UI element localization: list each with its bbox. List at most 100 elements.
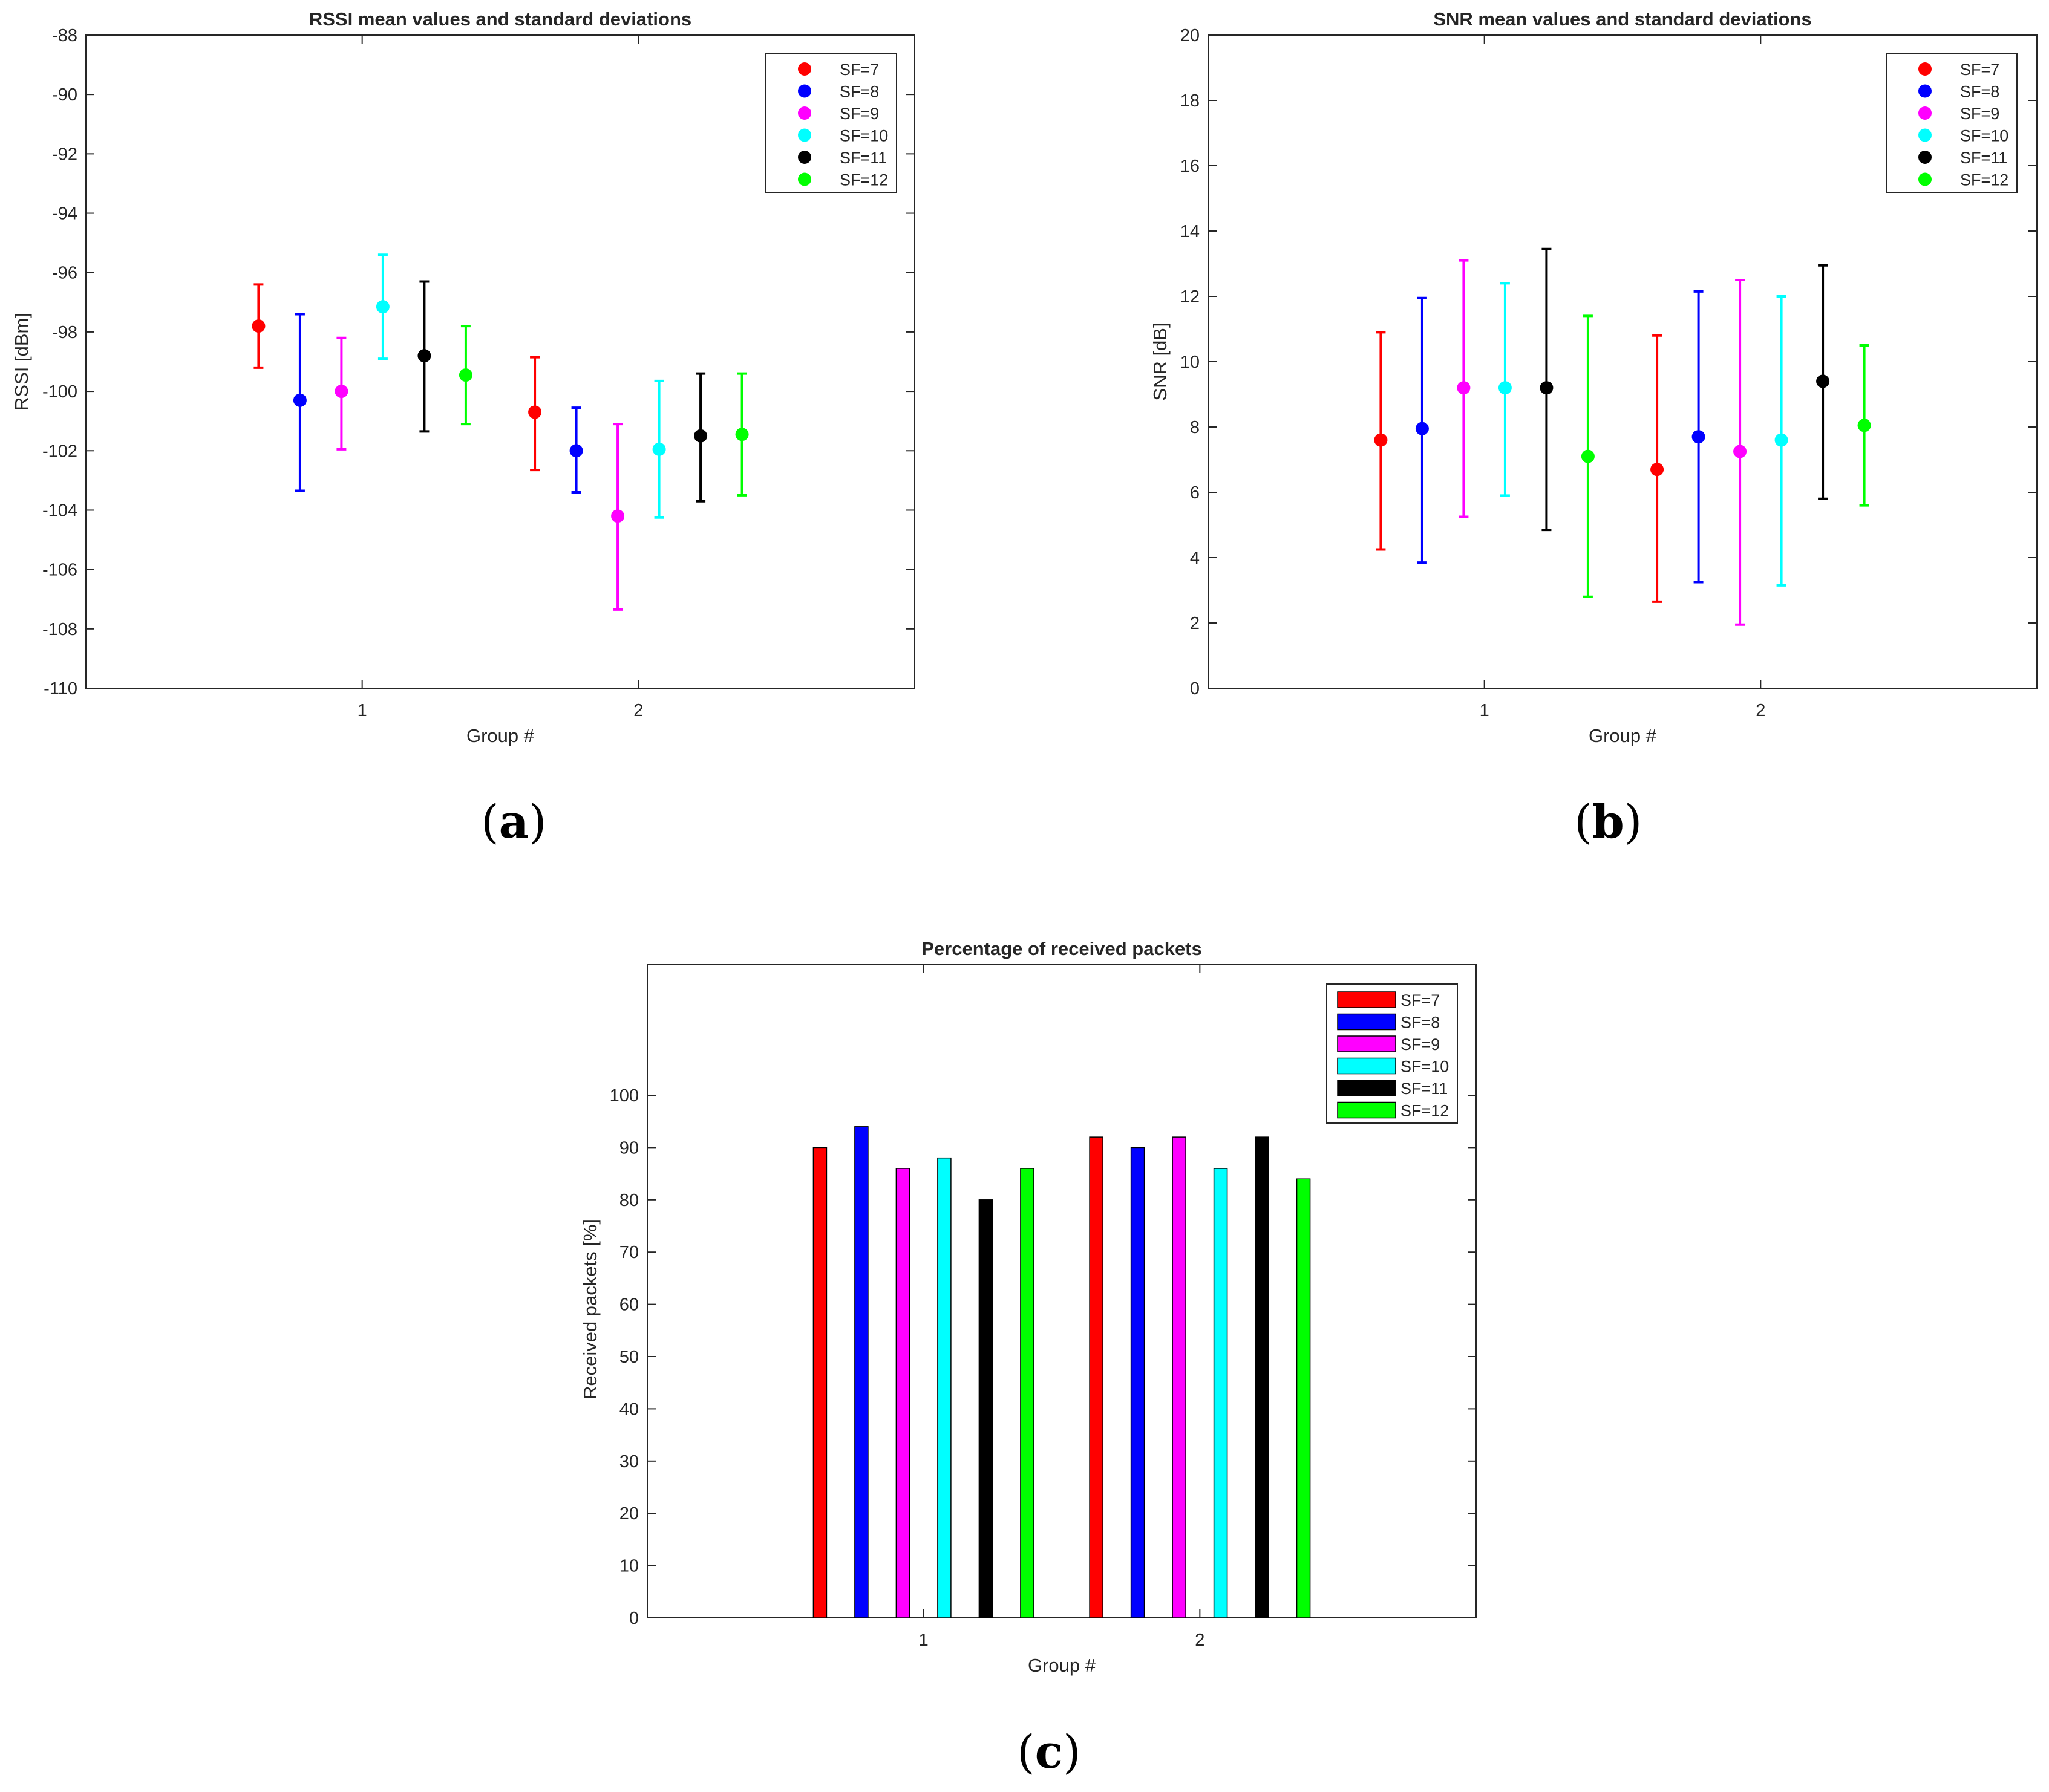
bar: [1213, 1168, 1228, 1618]
legend-label: SF=11: [1400, 1080, 1448, 1098]
y-tick-label: 20: [1180, 26, 1200, 45]
mean-point: [694, 429, 708, 443]
mean-point: [459, 368, 472, 382]
rssi-y-axis-label: RSSI [dBm]: [11, 313, 32, 411]
legend-marker: [1918, 128, 1932, 142]
y-tick-label: -100: [42, 382, 77, 402]
y-tick-label: -88: [52, 26, 77, 45]
mean-point: [1733, 445, 1747, 458]
bar: [895, 1168, 910, 1618]
mean-point: [1650, 463, 1664, 477]
y-tick-label: 90: [619, 1138, 639, 1158]
mean-point: [735, 428, 749, 441]
rssi-x-axis-label: Group #: [466, 725, 535, 746]
y-tick-label: -104: [42, 501, 77, 520]
snr-legend: SF=7 SF=8 SF=9 SF=10 SF=11 SF=12: [1886, 53, 2018, 193]
legend-label: SF=11: [840, 149, 887, 167]
legend-marker: [798, 106, 811, 120]
legend-marker: [798, 172, 811, 186]
x-tick-label: 1: [919, 1631, 929, 1650]
snr-chart-panel: SNR mean values and standard deviations …: [1149, 8, 2038, 849]
y-tick-label: 0: [629, 1609, 639, 1628]
legend-label: SF=10: [1960, 127, 2008, 145]
bar: [1296, 1178, 1311, 1618]
mean-point: [1581, 449, 1595, 463]
rssi-legend: SF=7 SF=8 SF=9 SF=10 SF=11 SF=12: [765, 53, 897, 193]
y-tick-label: 20: [619, 1504, 639, 1523]
packets-legend: SF=7 SF=8 SF=9 SF=10 SF=11 SF=12: [1326, 983, 1458, 1124]
legend-marker: [1918, 84, 1932, 98]
rssi-error-bars: [252, 253, 749, 611]
bar: [854, 1126, 869, 1618]
y-tick-label: 2: [1190, 614, 1200, 633]
x-tick-label: 1: [358, 701, 367, 720]
y-tick-label: 6: [1190, 483, 1200, 503]
y-tick-label: 80: [619, 1191, 639, 1210]
y-tick-label: -106: [42, 561, 77, 580]
snr-y-axis-label: SNR [dB]: [1149, 322, 1171, 400]
legend-label: SF=12: [840, 171, 888, 189]
legend-label: SF=7: [1960, 60, 1999, 79]
legend-swatch: [1337, 1035, 1396, 1052]
mean-point: [1415, 422, 1429, 435]
legend-label: SF=9: [840, 105, 879, 123]
y-tick-label: 60: [619, 1295, 639, 1315]
received-packets-chart-panel: Percentage of received packets Group # R…: [580, 938, 1477, 1779]
y-tick-label: -90: [52, 85, 77, 105]
legend-marker: [798, 128, 811, 142]
legend-marker: [798, 151, 811, 164]
mean-point: [417, 349, 431, 363]
mean-point: [293, 393, 307, 407]
mean-point: [335, 385, 348, 399]
y-tick-label: 12: [1180, 287, 1200, 307]
y-tick-label: -96: [52, 264, 77, 283]
y-tick-label: 16: [1180, 157, 1200, 176]
y-tick-label: 10: [1180, 353, 1200, 372]
bar: [937, 1157, 952, 1618]
mean-point: [376, 300, 390, 314]
legend-marker: [1918, 151, 1932, 164]
packets-bars: [812, 1126, 1311, 1618]
y-tick-label: 70: [619, 1243, 639, 1262]
legend-label: SF=8: [840, 83, 879, 101]
legend-swatch: [1337, 1101, 1396, 1119]
legend-label: SF=8: [1960, 83, 1999, 101]
mean-point: [1774, 433, 1788, 447]
legend-label: SF=12: [1960, 171, 2008, 189]
mean-point: [611, 509, 625, 523]
mean-point: [1691, 430, 1705, 444]
rssi-chart-panel: RSSI mean values and standard deviations…: [11, 8, 915, 849]
y-tick-label: 4: [1190, 549, 1200, 568]
y-tick-label: -98: [52, 323, 77, 342]
legend-swatch: [1337, 1013, 1396, 1031]
y-tick-label: 14: [1180, 222, 1200, 241]
y-tick-label: 18: [1180, 91, 1200, 111]
bar: [812, 1147, 828, 1618]
mean-point: [652, 442, 666, 456]
legend-label: SF=7: [840, 60, 879, 79]
x-tick-label: 2: [633, 701, 643, 720]
y-tick-label: -94: [52, 204, 77, 224]
mean-point: [1498, 381, 1512, 395]
snr-x-axis-label: Group #: [1589, 725, 1657, 746]
packets-x-axis-label: Group #: [1028, 1655, 1096, 1676]
y-tick-label: 10: [619, 1557, 639, 1576]
snr-legend-box: [1886, 53, 2018, 193]
packets-chart-title: Percentage of received packets: [921, 938, 1202, 959]
bar: [1130, 1147, 1145, 1618]
y-tick-label: 100: [610, 1086, 639, 1106]
legend-marker: [798, 84, 811, 98]
legend-marker: [1918, 172, 1932, 186]
x-tick-label: 2: [1195, 1631, 1204, 1650]
rssi-axis-ticks: -110 -108 -106 -104 -102 -100 -98 -96 -94 -92 -90 -…: [42, 26, 915, 720]
y-tick-label: 40: [619, 1399, 639, 1419]
packets-axis-ticks: 0 10 20 30 40 50 60 70 80 90 100 1 2: [610, 965, 1476, 1650]
legend-swatch: [1337, 991, 1396, 1008]
bar: [1172, 1136, 1186, 1618]
legend-marker: [798, 62, 811, 76]
y-tick-label: 0: [1190, 679, 1200, 699]
legend-label: SF=8: [1400, 1014, 1440, 1032]
legend-marker: [1918, 106, 1932, 120]
